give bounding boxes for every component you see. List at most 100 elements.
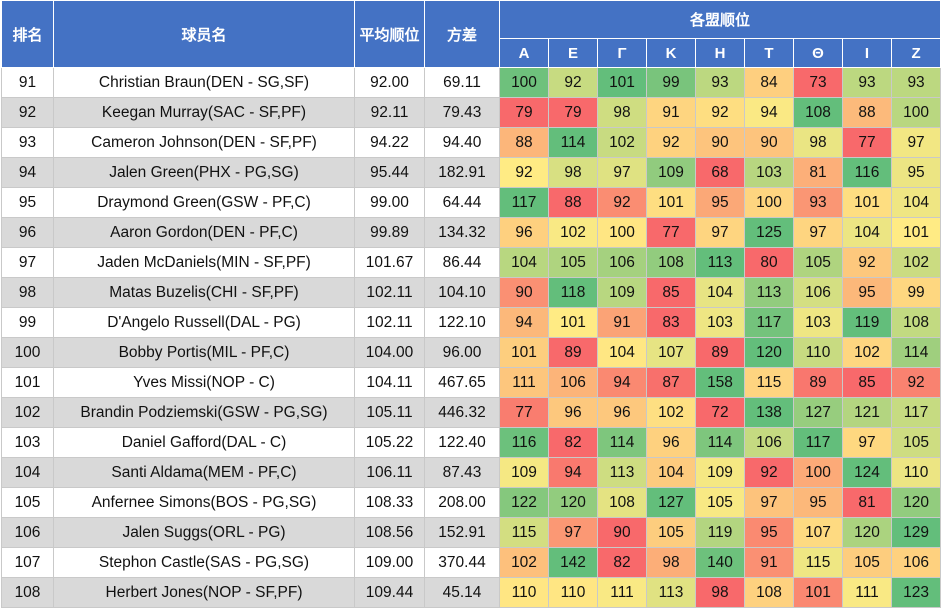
league-pick-cell: 109	[695, 457, 745, 488]
league-pick-cell: 91	[646, 97, 696, 128]
league-pick-cell: 125	[744, 217, 794, 248]
rank-cell: 102	[1, 397, 54, 428]
league-pick-cell: 77	[842, 127, 892, 158]
league-pick-cell: 79	[499, 97, 549, 128]
league-pick-cell: 109	[499, 457, 549, 488]
league-pick-cell: 101	[597, 67, 647, 98]
league-pick-cell: 89	[548, 337, 598, 368]
league-pick-cell: 111	[842, 577, 892, 608]
avg-rank-cell: 104.00	[354, 337, 425, 368]
league-pick-cell: 107	[646, 337, 696, 368]
league-pick-cell: 103	[695, 307, 745, 338]
rank-cell: 105	[1, 487, 54, 518]
rank-cell: 98	[1, 277, 54, 308]
league-pick-cell: 105	[842, 547, 892, 578]
league-pick-cell: 97	[890, 127, 941, 158]
league-pick-cell: 96	[597, 397, 647, 428]
league-pick-cell: 95	[695, 187, 745, 218]
league-pick-cell: 92	[695, 97, 745, 128]
league-pick-cell: 96	[499, 217, 549, 248]
league-pick-cell: 99	[646, 67, 696, 98]
table-row: 108 Herbert Jones(NOP - SF,PF) 109.44 45.14…	[1, 577, 941, 608]
player-name-cell: D'Angelo Russell(DAL - PG)	[53, 307, 355, 338]
league-pick-cell: 102	[842, 337, 892, 368]
league-pick-cell: 110	[890, 457, 941, 488]
player-name-cell: Keegan Murray(SAC - SF,PF)	[53, 97, 355, 128]
league-pick-cell: 108	[744, 577, 794, 608]
league-pick-cell: 127	[793, 397, 843, 428]
league-pick-cell: 81	[842, 487, 892, 518]
league-pick-cell: 82	[597, 547, 647, 578]
league-pick-cell: 100	[597, 217, 647, 248]
league-pick-cell: 89	[793, 367, 843, 398]
header-avg: 平均顺位	[354, 0, 425, 68]
rank-cell: 100	[1, 337, 54, 368]
league-pick-cell: 101	[842, 187, 892, 218]
variance-cell: 446.32	[424, 397, 500, 428]
header-rank: 排名	[1, 0, 54, 68]
league-pick-cell: 104	[499, 247, 549, 278]
league-pick-cell: 100	[744, 187, 794, 218]
player-name-cell: Jalen Suggs(ORL - PG)	[53, 517, 355, 548]
player-name-cell: Cameron Johnson(DEN - SF,PF)	[53, 127, 355, 158]
table-row: 95 Draymond Green(GSW - PF,C) 99.00 64.44 11…	[1, 187, 941, 218]
league-pick-cell: 85	[646, 277, 696, 308]
league-pick-cell: 113	[646, 577, 696, 608]
league-pick-cell: 93	[793, 187, 843, 218]
variance-cell: 96.00	[424, 337, 500, 368]
rank-cell: 94	[1, 157, 54, 188]
league-pick-cell: 118	[548, 277, 598, 308]
rank-cell: 92	[1, 97, 54, 128]
league-pick-cell: 116	[842, 157, 892, 188]
league-pick-cell: 98	[793, 127, 843, 158]
league-pick-cell: 102	[890, 247, 941, 278]
league-pick-cell: 106	[890, 547, 941, 578]
league-pick-cell: 108	[793, 97, 843, 128]
variance-cell: 64.44	[424, 187, 500, 218]
league-pick-cell: 92	[890, 367, 941, 398]
league-pick-cell: 95	[793, 487, 843, 518]
avg-rank-cell: 109.00	[354, 547, 425, 578]
table-body: 91 Christian Braun(DEN - SG,SF) 92.00 69.11…	[1, 67, 941, 608]
table-row: 91 Christian Braun(DEN - SG,SF) 92.00 69.11…	[1, 67, 941, 98]
variance-cell: 122.40	[424, 427, 500, 458]
avg-rank-cell: 95.44	[354, 157, 425, 188]
league-pick-cell: 117	[793, 427, 843, 458]
rank-cell: 104	[1, 457, 54, 488]
league-pick-cell: 94	[744, 97, 794, 128]
variance-cell: 208.00	[424, 487, 500, 518]
league-pick-cell: 142	[548, 547, 598, 578]
header-league-2: Γ	[597, 38, 647, 68]
league-pick-cell: 108	[597, 487, 647, 518]
table-row: 97 Jaden McDaniels(MIN - SF,PF) 101.67 86.4…	[1, 247, 941, 278]
table-row: 106 Jalen Suggs(ORL - PG) 108.56 152.91 115 9…	[1, 517, 941, 548]
league-pick-cell: 102	[646, 397, 696, 428]
league-pick-cell: 124	[842, 457, 892, 488]
avg-rank-cell: 99.89	[354, 217, 425, 248]
player-name-cell: Jaden McDaniels(MIN - SF,PF)	[53, 247, 355, 278]
league-pick-cell: 107	[793, 517, 843, 548]
table-row: 103 Daniel Gafford(DAL - C) 105.22 122.40 11…	[1, 427, 941, 458]
league-pick-cell: 113	[597, 457, 647, 488]
avg-rank-cell: 102.11	[354, 277, 425, 308]
league-pick-cell: 115	[499, 517, 549, 548]
avg-rank-cell: 92.00	[354, 67, 425, 98]
league-pick-cell: 95	[842, 277, 892, 308]
avg-rank-cell: 104.11	[354, 367, 425, 398]
avg-rank-cell: 105.22	[354, 427, 425, 458]
league-pick-cell: 93	[842, 67, 892, 98]
table-row: 101 Yves Missi(NOP - C) 104.11 467.65 111 106…	[1, 367, 941, 398]
rank-cell: 101	[1, 367, 54, 398]
league-pick-cell: 92	[597, 187, 647, 218]
league-pick-cell: 80	[744, 247, 794, 278]
league-pick-cell: 97	[842, 427, 892, 458]
table-row: 107 Stephon Castle(SAS - PG,SG) 109.00 370.…	[1, 547, 941, 578]
league-pick-cell: 90	[597, 517, 647, 548]
league-pick-cell: 110	[548, 577, 598, 608]
league-pick-cell: 68	[695, 157, 745, 188]
league-pick-cell: 79	[548, 97, 598, 128]
avg-rank-cell: 109.44	[354, 577, 425, 608]
table-row: 93 Cameron Johnson(DEN - SF,PF) 94.22 94.40…	[1, 127, 941, 158]
league-pick-cell: 138	[744, 397, 794, 428]
